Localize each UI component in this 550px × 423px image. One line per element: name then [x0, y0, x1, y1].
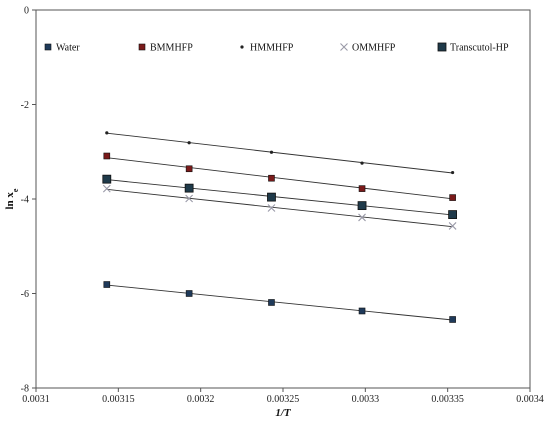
- legend-marker-water: [44, 43, 52, 51]
- data-point-transcutol-hp: [448, 210, 458, 219]
- y-axis-label: ln xe: [4, 188, 20, 209]
- data-point-hmmhfp: [187, 141, 191, 145]
- legend-marker-transcutol-hp: [437, 42, 447, 52]
- fit-line-ommhfp: [106, 188, 453, 228]
- data-point-transcutol-hp: [184, 183, 194, 193]
- y-tick-label: -6: [21, 289, 29, 300]
- legend-label-transcutol-hp: Transcutol-HP: [450, 43, 509, 54]
- y-axis-label-main: ln x: [4, 192, 16, 210]
- data-point-water: [185, 290, 193, 297]
- data-markers: [102, 131, 458, 323]
- data-point-ommhfp: [267, 204, 276, 212]
- data-point-hmmhfp: [105, 131, 109, 135]
- data-point-ommhfp: [448, 222, 457, 230]
- x-tick-label: 0.00335: [431, 394, 464, 405]
- data-point-bmmhfp: [185, 165, 193, 173]
- x-axis-ticks: 0.0031 0.00315 0.0032 0.00325 0.0033 0.00335 0…: [22, 388, 544, 405]
- x-tick-label: 0.0031: [22, 394, 50, 405]
- data-point-water: [358, 307, 366, 315]
- legend-label-bmmhfp: BMMHFP: [150, 43, 193, 54]
- data-point-ommhfp: [102, 184, 111, 193]
- fit-line-hmmhfp: [106, 132, 453, 174]
- data-point-transcutol-hp: [102, 174, 112, 184]
- fit-line-transcutol-hp: [106, 179, 453, 216]
- legend-item-hmmhfp: HMMHFP: [240, 43, 294, 54]
- legend-marker-ommhfp: [340, 43, 348, 51]
- data-point-bmmhfp: [268, 174, 275, 182]
- x-tick-label: 0.00325: [267, 394, 300, 405]
- y-tick-label: -8: [21, 384, 29, 395]
- legend-item-bmmhfp: BMMHFP: [138, 43, 193, 54]
- x-tick-label: 0.00315: [102, 394, 135, 405]
- legend-item-transcutol-hp: Transcutol-HP: [437, 42, 509, 54]
- y-tick-label: -2: [21, 100, 29, 111]
- data-point-hmmhfp: [451, 170, 455, 175]
- legend-label-water: Water: [56, 43, 80, 54]
- y-axis-ticks: -8 -6 -4 -2 0: [21, 6, 36, 395]
- data-point-ommhfp: [185, 194, 194, 203]
- data-point-bmmhfp: [358, 185, 366, 192]
- data-point-water: [268, 299, 275, 306]
- legend-label-ommhfp: OMMHFP: [352, 43, 396, 54]
- fit-line-bmmhfp: [106, 157, 453, 200]
- legend-marker-hmmhfp: [240, 45, 244, 49]
- data-point-bmmhfp: [103, 152, 111, 160]
- y-tick-label: 0: [24, 6, 29, 17]
- legend: Water BMMHFP HMMHFP OMMHFP Transcutol-HP: [44, 42, 509, 54]
- x-tick-label: 0.0032: [187, 394, 215, 405]
- x-tick-label: 0.0033: [352, 394, 380, 405]
- y-tick-label: -4: [21, 195, 29, 206]
- legend-marker-bmmhfp: [138, 43, 146, 51]
- data-point-hmmhfp: [360, 161, 364, 165]
- legend-label-hmmhfp: HMMHFP: [250, 43, 294, 54]
- data-point-water: [449, 316, 456, 323]
- y-axis-label-subscript: e: [11, 188, 20, 192]
- fit-lines: [106, 132, 453, 321]
- legend-item-water: Water: [44, 43, 80, 54]
- legend-item-ommhfp: OMMHFP: [340, 43, 396, 54]
- x-tick-label: 0.0034: [516, 394, 544, 405]
- data-point-transcutol-hp: [357, 201, 367, 211]
- data-point-hmmhfp: [269, 150, 274, 154]
- data-point-bmmhfp: [449, 194, 456, 201]
- data-point-water: [103, 281, 111, 288]
- x-axis-label: 1/T: [275, 407, 292, 419]
- data-point-ommhfp: [358, 213, 366, 222]
- data-point-transcutol-hp: [267, 192, 276, 202]
- fit-line-water: [106, 284, 453, 321]
